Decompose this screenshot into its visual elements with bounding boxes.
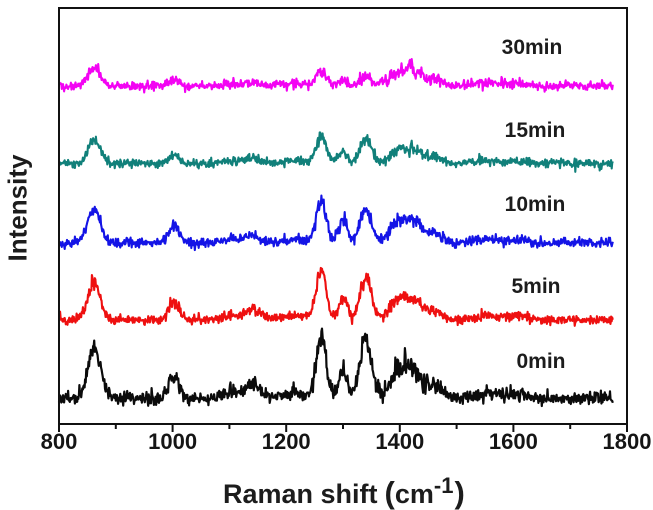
svg-text:5min: 5min — [511, 275, 560, 298]
svg-text:Intensity: Intensity — [3, 154, 33, 261]
svg-text:1600: 1600 — [489, 429, 538, 454]
svg-text:Raman shift(cm-1): Raman shift (cm-1) — [223, 473, 465, 510]
svg-text:15min: 15min — [505, 119, 566, 142]
svg-text:1400: 1400 — [375, 429, 424, 454]
svg-text:0min: 0min — [516, 350, 565, 373]
svg-text:30min: 30min — [502, 36, 563, 59]
svg-text:1000: 1000 — [148, 429, 197, 454]
svg-text:800: 800 — [41, 429, 78, 454]
svg-text:10min: 10min — [505, 193, 566, 216]
svg-text:1200: 1200 — [262, 429, 311, 454]
svg-text:1800: 1800 — [603, 429, 652, 454]
